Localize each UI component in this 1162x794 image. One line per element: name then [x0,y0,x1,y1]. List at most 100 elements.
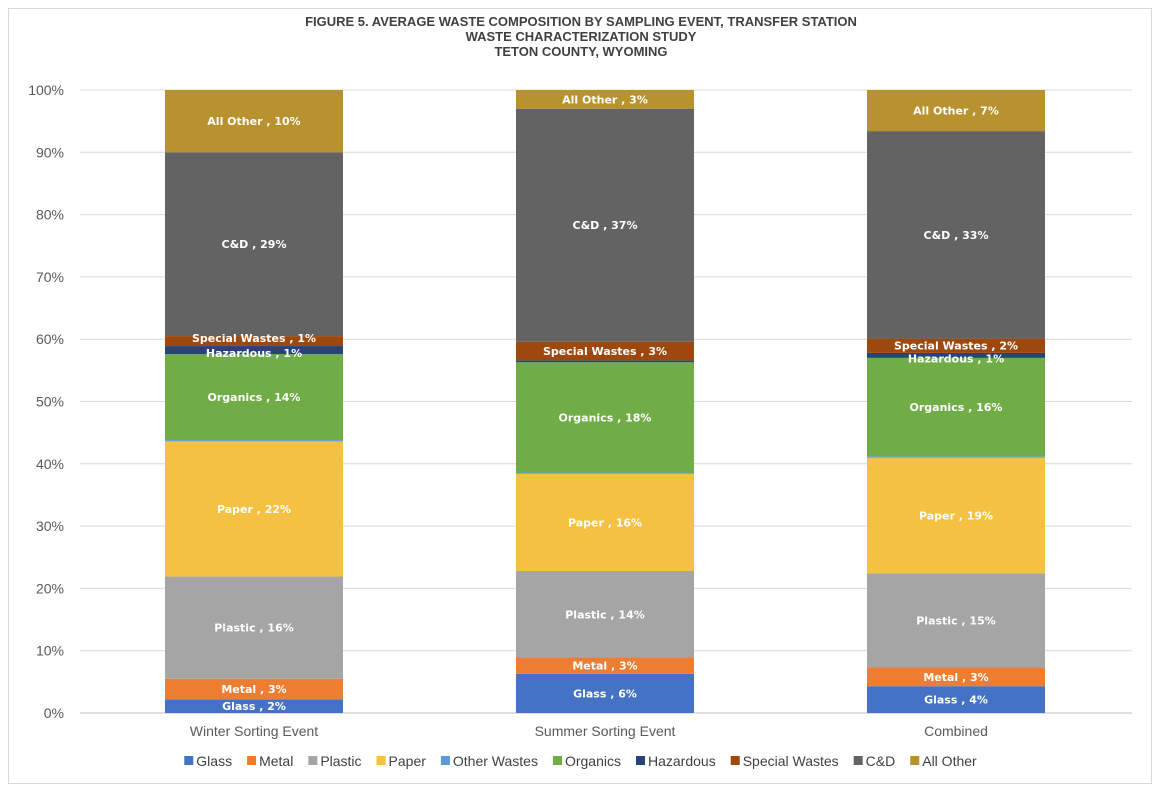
data-label: Metal , 3% [221,683,286,696]
legend-label: Glass [196,753,232,769]
data-label: Special Wastes , 3% [543,345,667,358]
legend-swatch [308,756,318,765]
legend: Glass Metal Plastic Paper Other Wastes Organi… [184,753,977,769]
data-label: Plastic , 16% [214,622,294,635]
x-axis: Winter Sorting Event Summer Sorting Event… [190,723,988,739]
bar-segment [516,473,694,571]
y-tick-label: 40% [36,456,64,472]
bar-segment [165,90,343,153]
bar-segment [165,152,343,337]
bar-segment [165,336,343,347]
bar-segment [165,678,343,700]
data-label: Hazardous , 1% [908,352,1004,365]
data-label: Organics , 16% [910,401,1003,414]
data-label: Paper , 16% [568,516,642,529]
legend-swatch [184,756,194,765]
y-tick-label: 20% [36,580,64,596]
data-label: Plastic , 14% [565,608,645,621]
y-tick-label: 60% [36,331,64,347]
data-label: Glass , 4% [924,694,988,707]
data-label: Metal , 3% [923,671,988,684]
data-label: Glass , 6% [573,687,637,700]
y-tick-label: 90% [36,144,64,160]
x-tick-label: Winter Sorting Event [190,723,318,739]
data-label: Glass , 2% [222,700,286,713]
data-label: Special Wastes , 2% [894,340,1018,353]
data-label: Plastic , 15% [916,614,996,627]
title-line-3: TETON COUNTY, WYOMING [494,44,668,59]
data-label: Organics , 14% [208,391,301,404]
bar-segment [867,456,1045,458]
bar-segment [867,686,1045,713]
bar-segment [165,441,343,577]
bar-segment [165,699,343,713]
legend-label: Plastic [320,753,361,769]
bar-segment [867,573,1045,668]
legend-label: Metal [259,753,293,769]
legend-label: C&D [866,753,896,769]
data-label: All Other , 3% [562,93,648,106]
x-tick-label: Combined [924,723,988,739]
data-label: Paper , 19% [919,510,993,523]
bar-segment [516,360,694,363]
data-label: Special Wastes , 1% [192,332,316,345]
title-line-1: FIGURE 5. AVERAGE WASTE COMPOSITION BY S… [305,14,857,29]
y-axis: 0% 10% 20% 30% 40% 50% 60% 70% 80% 90% 100% [28,82,64,721]
bar-segment [165,440,343,442]
legend-swatch [636,756,646,765]
legend-label: Organics [565,753,621,769]
bar-segment [867,338,1045,353]
legend-label: Other Wastes [453,753,538,769]
data-label: C&D , 29% [222,238,287,251]
legend-label: Paper [389,753,427,769]
legend-swatch [552,756,562,765]
bar-segment [165,346,343,355]
bar-segment [516,673,694,713]
legend-swatch [853,756,863,765]
bar-segment [867,357,1045,457]
data-label: Hazardous , 1% [206,347,302,360]
legend-label: All Other [922,753,977,769]
y-tick-label: 0% [44,705,64,721]
legend-swatch [247,756,257,765]
bar-segment [516,472,694,474]
data-label: C&D , 33% [924,229,989,242]
y-tick-label: 10% [36,643,64,659]
bar-segment [867,90,1045,132]
x-tick-label: Summer Sorting Event [535,723,676,739]
data-label: All Other , 10% [207,115,300,128]
bar-segment [516,90,694,109]
data-label: All Other , 7% [913,105,999,118]
bar-segment [516,108,694,342]
bar-segment [867,352,1045,358]
bar-segment [165,354,343,441]
data-label: Organics , 18% [559,411,652,424]
title-line-2: WASTE CHARACTERIZATION STUDY [465,29,697,44]
bar-segment [867,131,1045,339]
bar-segment [867,457,1045,574]
legend-swatch [730,756,740,765]
y-tick-label: 80% [36,207,64,223]
y-tick-label: 70% [36,269,64,285]
bar-segment [516,341,694,361]
y-tick-label: 30% [36,518,64,534]
bar-segment [516,362,694,473]
bars [165,90,1045,713]
bar-segment [867,667,1045,687]
legend-label: Special Wastes [743,753,839,769]
data-label: C&D , 37% [573,219,638,232]
data-label: Paper , 22% [217,503,291,516]
data-label: Metal , 3% [572,660,637,673]
chart-title: FIGURE 5. AVERAGE WASTE COMPOSITION BY S… [0,14,1162,59]
legend-swatch [376,756,386,765]
segment-labels: Glass , 2% Metal , 3% Plastic , 16% Paper ,… [192,93,1018,713]
bar-segment [516,657,694,674]
bar-segment [516,570,694,658]
y-tick-label: 100% [28,82,64,98]
legend-label: Hazardous [648,753,716,769]
legend-swatch [440,756,450,765]
legend-swatch [910,756,920,765]
bar-segment [165,576,343,679]
y-tick-label: 50% [36,394,64,410]
